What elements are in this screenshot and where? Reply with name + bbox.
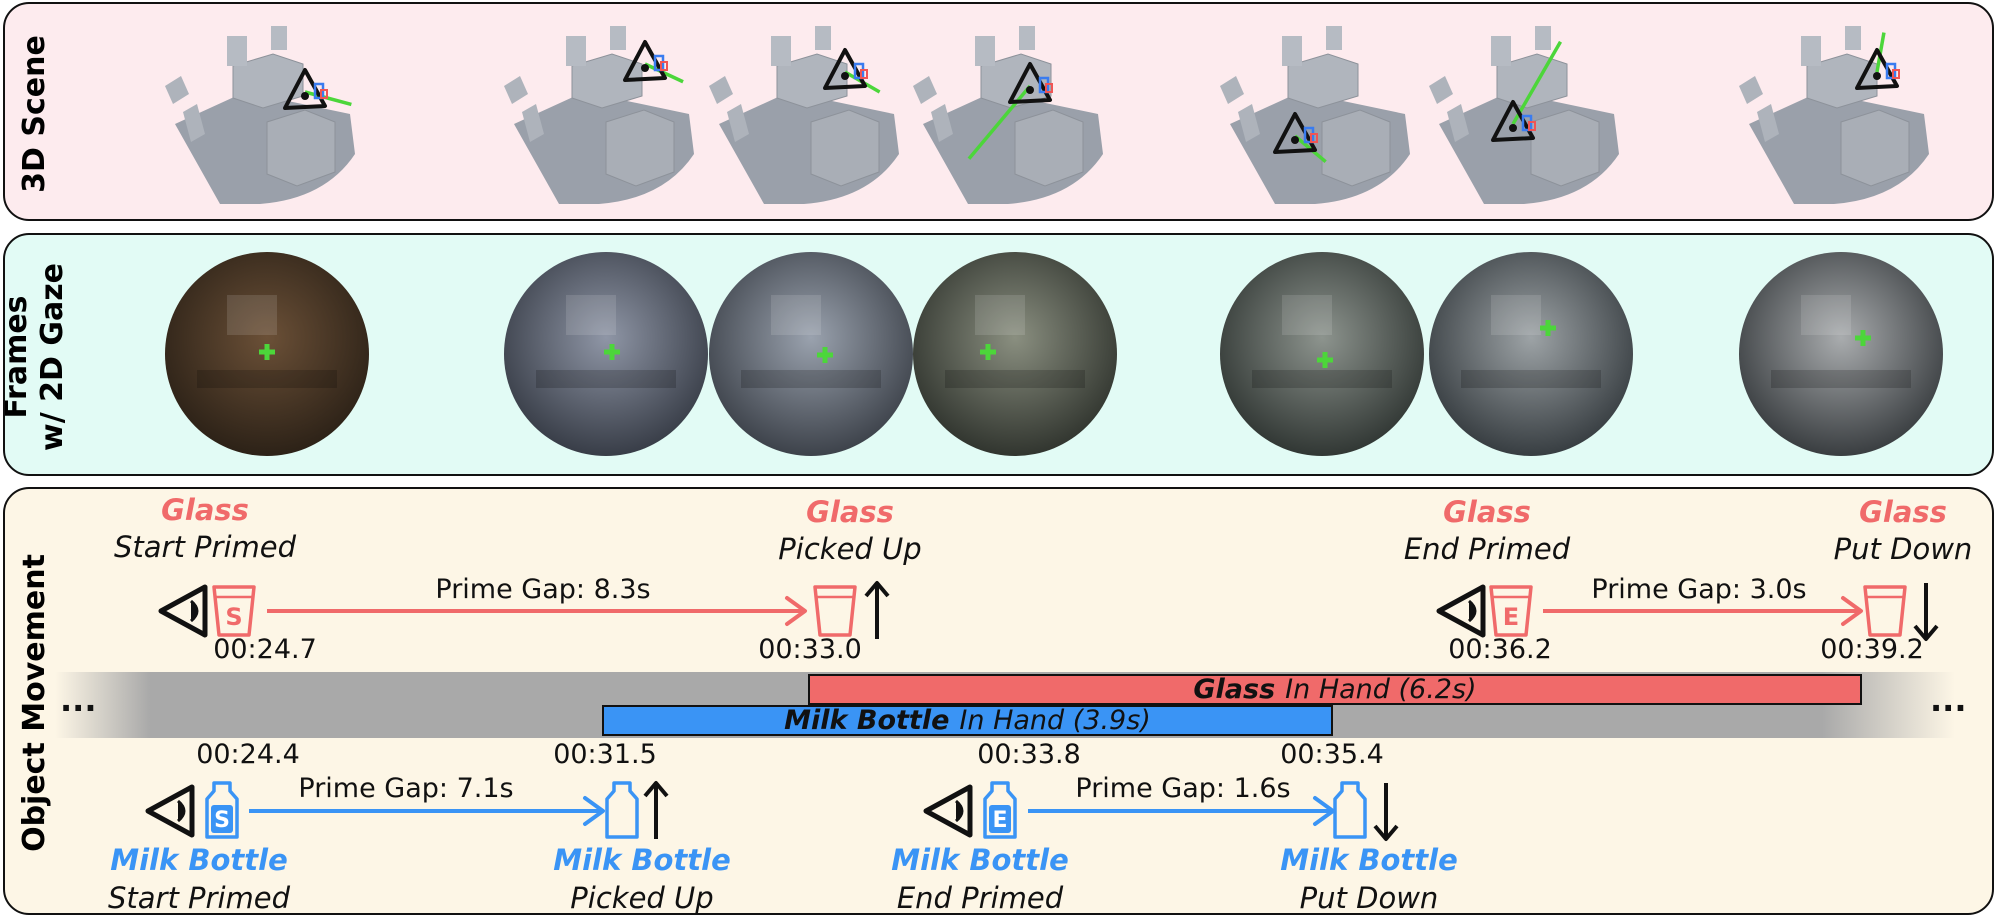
milk-event-1-name: Milk Bottle	[110, 843, 288, 877]
milk-gap-1-arrow	[249, 796, 605, 826]
milk-event-4-name: Milk Bottle	[1280, 843, 1458, 877]
egocentric-frame-6	[1429, 252, 1633, 456]
scene-render-5	[1220, 26, 1410, 204]
panel-3d-scene: 3D Scene	[3, 2, 1994, 221]
scene-render-6	[1429, 26, 1619, 204]
glass-event-3-name: Glass	[1443, 495, 1531, 529]
egocentric-frame-4	[913, 252, 1117, 456]
glass-event-4-desc: Put Down	[1833, 532, 1973, 566]
glass-event-2-desc: Picked Up	[778, 532, 922, 566]
scene-render-7	[1739, 26, 1929, 204]
scene-render-2	[504, 26, 694, 204]
milk-event-3-desc: End Primed	[896, 881, 1064, 915]
gaze-marker-3	[817, 347, 833, 363]
milk-event-2-name: Milk Bottle	[553, 843, 731, 877]
glass-start-eye-icon	[158, 584, 208, 638]
glass-picked-up-icon	[813, 585, 857, 637]
milk-put-down-icon	[1333, 781, 1367, 839]
milk-end-primed-icon: E	[983, 781, 1017, 839]
gaze-marker-6	[1540, 320, 1556, 336]
ellipsis-right: ...	[1930, 681, 1967, 719]
glass-down-arrow-icon	[1913, 583, 1939, 641]
milk-event-2-time: 00:31.5	[553, 739, 657, 770]
gaze-marker-2	[604, 344, 620, 360]
milk-event-1-desc: Start Primed	[107, 881, 291, 915]
glass-event-1-desc: Start Primed	[113, 530, 297, 564]
milk-picked-up-icon	[605, 781, 639, 839]
milk-down-arrow-icon	[1373, 783, 1399, 841]
glass-gap-2-arrow	[1543, 596, 1863, 626]
glass-up-arrow-icon	[864, 581, 890, 639]
glass-event-1-time: 00:24.7	[213, 634, 317, 665]
milk-end-eye-icon	[923, 784, 973, 838]
glass-gap-2-label: Prime Gap: 3.0s	[1591, 574, 1807, 605]
movement-graphics: S E S E	[145, 581, 1939, 841]
milk-event-3-name: Milk Bottle	[891, 843, 1069, 877]
glass-event-2-name: Glass	[806, 495, 894, 529]
glass-put-down-icon	[1863, 585, 1907, 637]
glass-in-hand-bar: Glass In Hand (6.2s)	[808, 674, 1862, 705]
milk-gap-2-arrow	[1028, 796, 1335, 826]
milk-start-primed-icon: S	[205, 781, 239, 839]
glass-start-primed-icon: S	[212, 585, 256, 637]
milk-event-4-desc: Put Down	[1299, 881, 1439, 915]
glass-event-4-name: Glass	[1859, 495, 1947, 529]
glass-gap-1-arrow	[267, 596, 807, 626]
milk-event-4-time: 00:35.4	[1280, 739, 1384, 770]
glass-event-3-desc: End Primed	[1403, 532, 1571, 566]
egocentric-frame-5	[1220, 252, 1424, 456]
egocentric-frame-7	[1739, 252, 1943, 456]
glass-gap-1-label: Prime Gap: 8.3s	[435, 574, 651, 605]
panel-frames-gaze: Frames w/ 2D Gaze	[3, 233, 1994, 476]
glass-event-3-time: 00:36.2	[1448, 634, 1552, 665]
glass-end-eye-icon	[1436, 584, 1486, 638]
scene-render-1	[165, 26, 355, 204]
gaze-marker-7	[1855, 330, 1871, 346]
milk-start-eye-icon	[145, 784, 195, 838]
milk-event-1-time: 00:24.4	[196, 739, 300, 770]
scene-render-3	[709, 26, 899, 204]
milk-gap-2-label: Prime Gap: 1.6s	[1075, 773, 1291, 804]
milk-event-3-time: 00:33.8	[977, 739, 1081, 770]
egocentric-frame-3	[709, 252, 913, 456]
milk-end-primed-icon-badge: E	[992, 808, 1007, 833]
gaze-marker-5	[1317, 352, 1333, 368]
glass-event-2-time: 00:33.0	[758, 634, 862, 665]
glass-end-primed-icon-badge: E	[1503, 603, 1519, 631]
glass-end-primed-icon: E	[1489, 585, 1533, 637]
gaze-marker-4	[980, 344, 996, 360]
milk-gap-1-label: Prime Gap: 7.1s	[298, 773, 514, 804]
panel-object-movement: Object Movement ... ... Glass In Hand (6.…	[3, 487, 1994, 915]
milk-start-primed-icon-badge: S	[214, 808, 230, 833]
milk-up-arrow-icon	[643, 781, 669, 839]
glass-event-1-name: Glass	[161, 493, 249, 527]
glass-event-4-time: 00:39.2	[1820, 634, 1924, 665]
milk-event-2-desc: Picked Up	[570, 881, 714, 915]
ellipsis-left: ...	[60, 681, 97, 719]
frame-graphics	[165, 252, 1943, 456]
scene-render-4	[913, 26, 1103, 204]
scene-graphics	[165, 26, 1929, 204]
glass-start-primed-icon-badge: S	[225, 603, 242, 631]
milk-in-hand-bar: Milk Bottle In Hand (3.9s)	[602, 705, 1333, 736]
gaze-marker-1	[259, 344, 275, 360]
